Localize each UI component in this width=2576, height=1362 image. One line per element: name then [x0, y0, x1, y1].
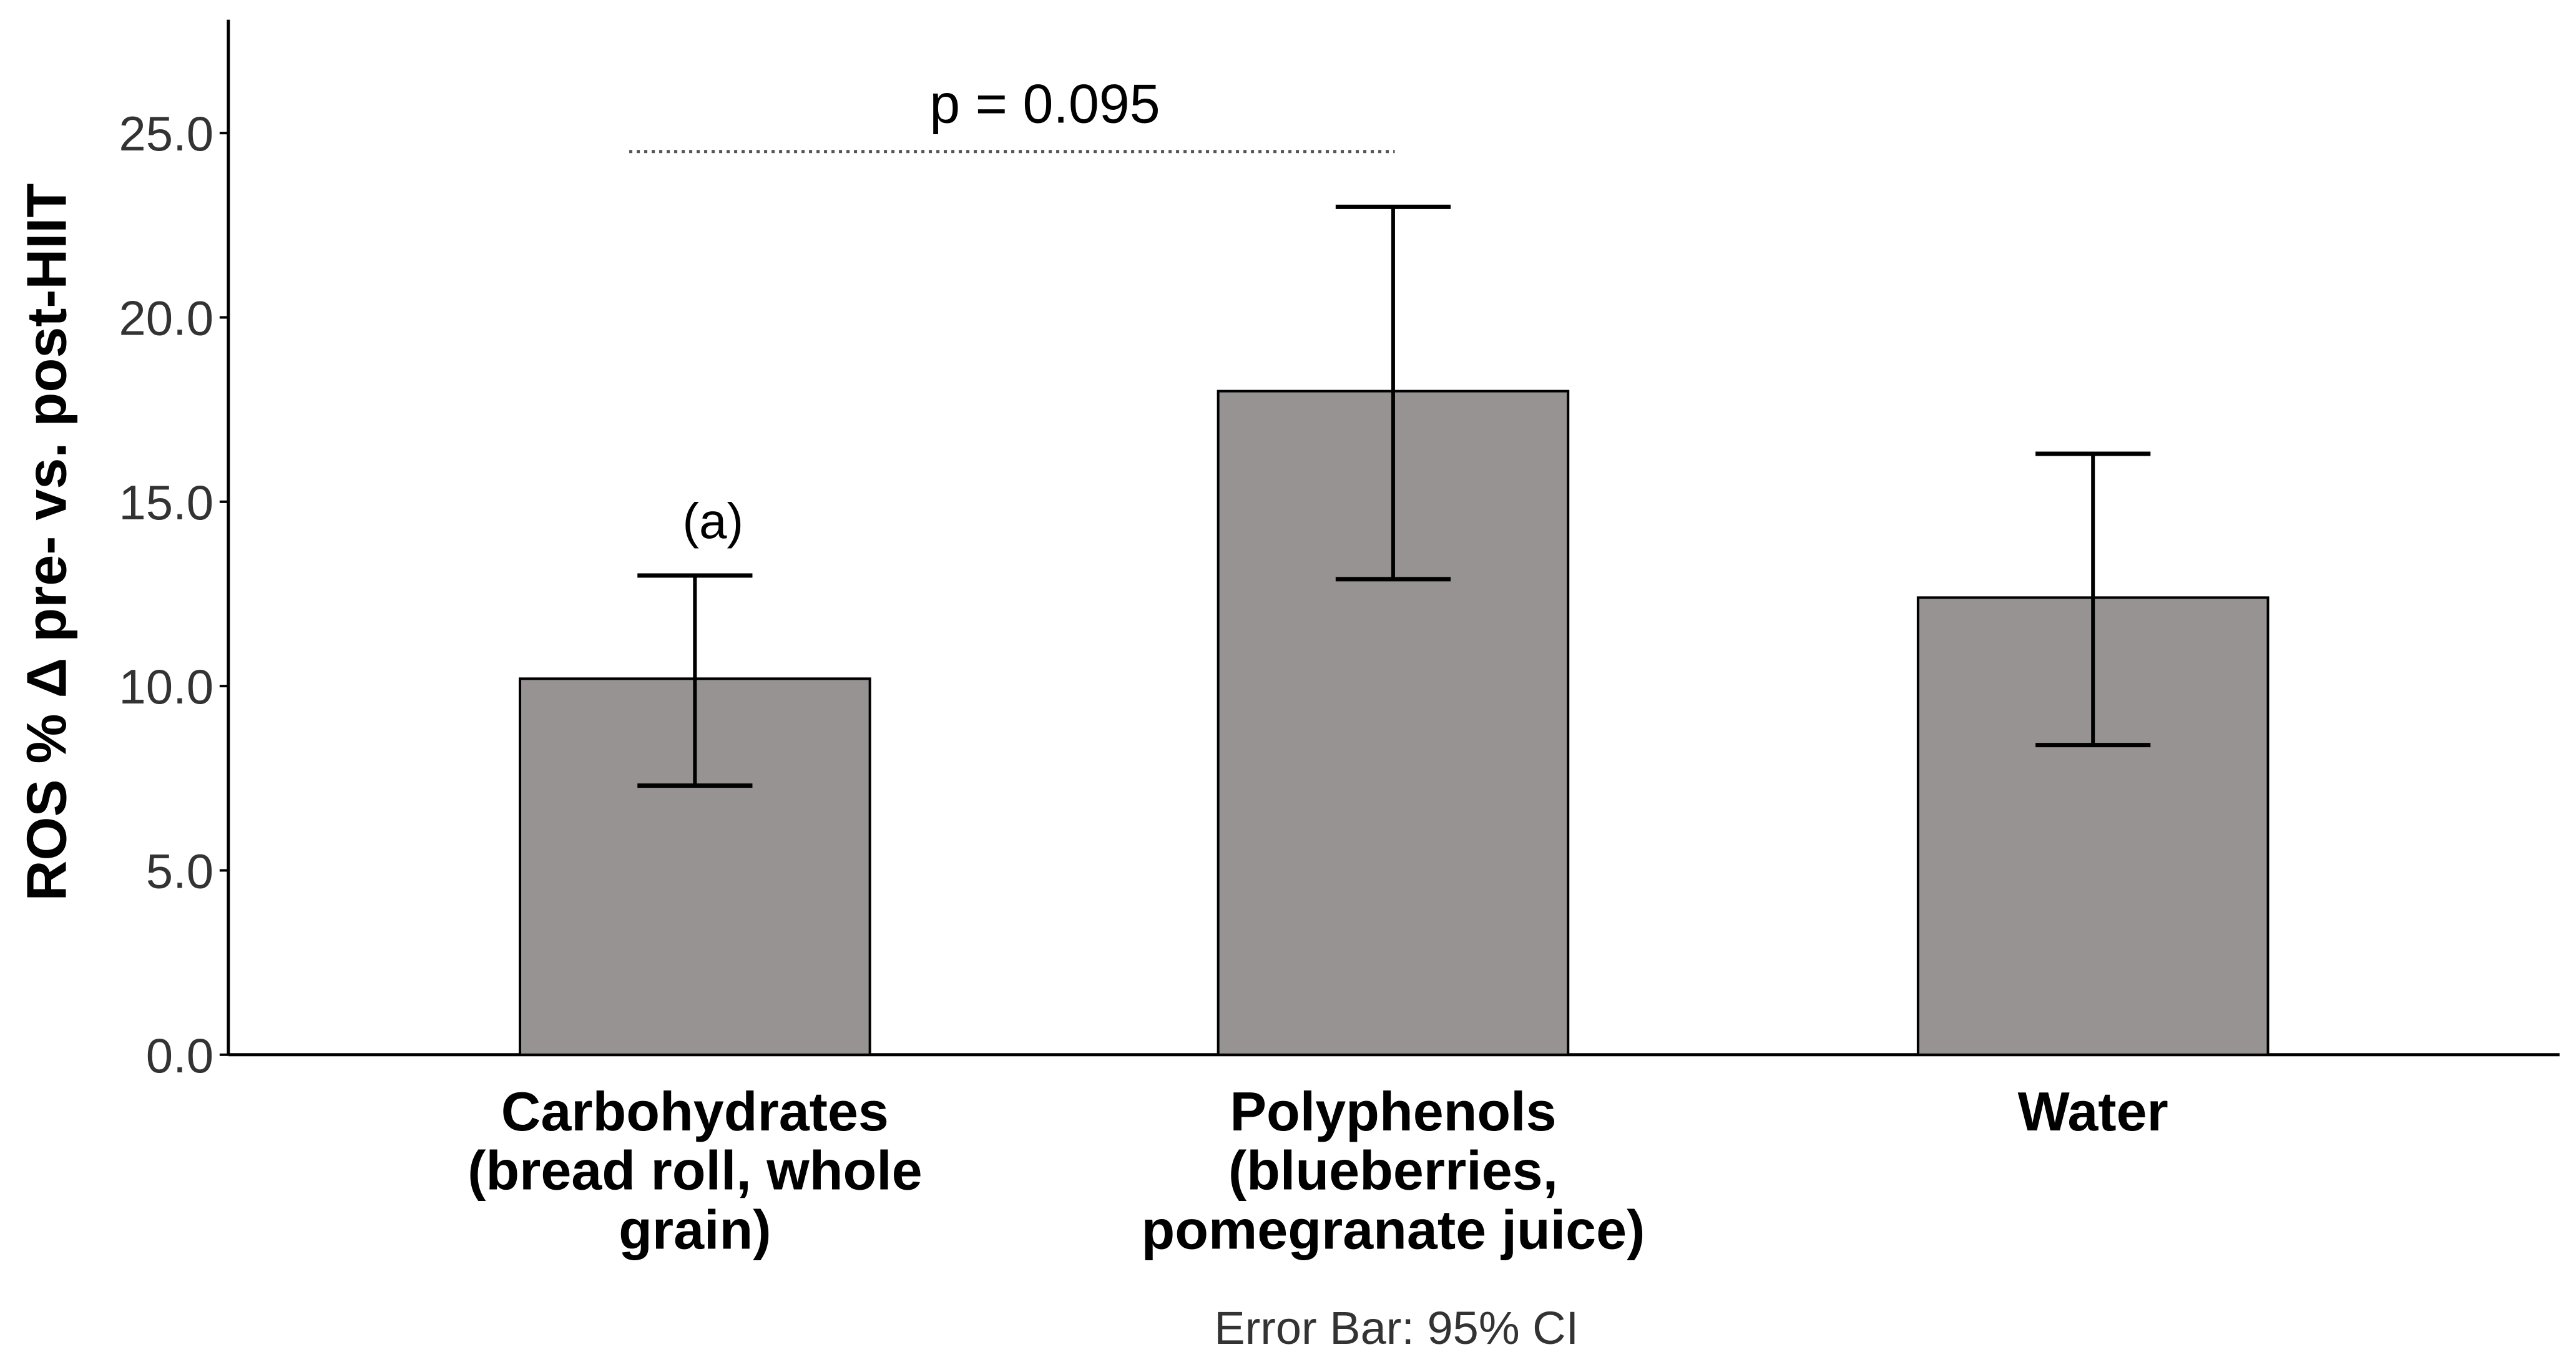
y-axis: 0.0 5.0 10.0 15.0 20.0 25.0: [119, 19, 230, 1083]
x-tick-label: Carbohydrates (bread roll, whole grain): [468, 1080, 923, 1261]
y-tick-label: 25.0: [119, 106, 213, 161]
error-bars: [637, 204, 2151, 788]
x-tick-label: Polyphenols (blueberries, pomegranate juic…: [1142, 1080, 1645, 1261]
bar-annotation-label: (a): [682, 493, 743, 549]
y-tick-label: 0.0: [146, 1028, 213, 1083]
y-tick-label: 15.0: [119, 475, 213, 530]
y-tick-label: 10.0: [119, 659, 213, 714]
error-bar-caption: Error Bar: 95% CI: [1214, 1302, 1579, 1354]
y-tick-label: 20.0: [119, 291, 213, 346]
y-axis-title: ROS % Δ pre- vs. post-HIIT: [16, 184, 78, 901]
x-axis: Carbohydrates (bread roll, whole grain) Pol…: [228, 1053, 2560, 1261]
y-tick-label: 5.0: [146, 843, 213, 898]
p-value-label: p = 0.095: [929, 73, 1160, 135]
annotations: p = 0.095 (a): [629, 73, 1395, 549]
x-tick-label: Water: [2018, 1080, 2168, 1142]
